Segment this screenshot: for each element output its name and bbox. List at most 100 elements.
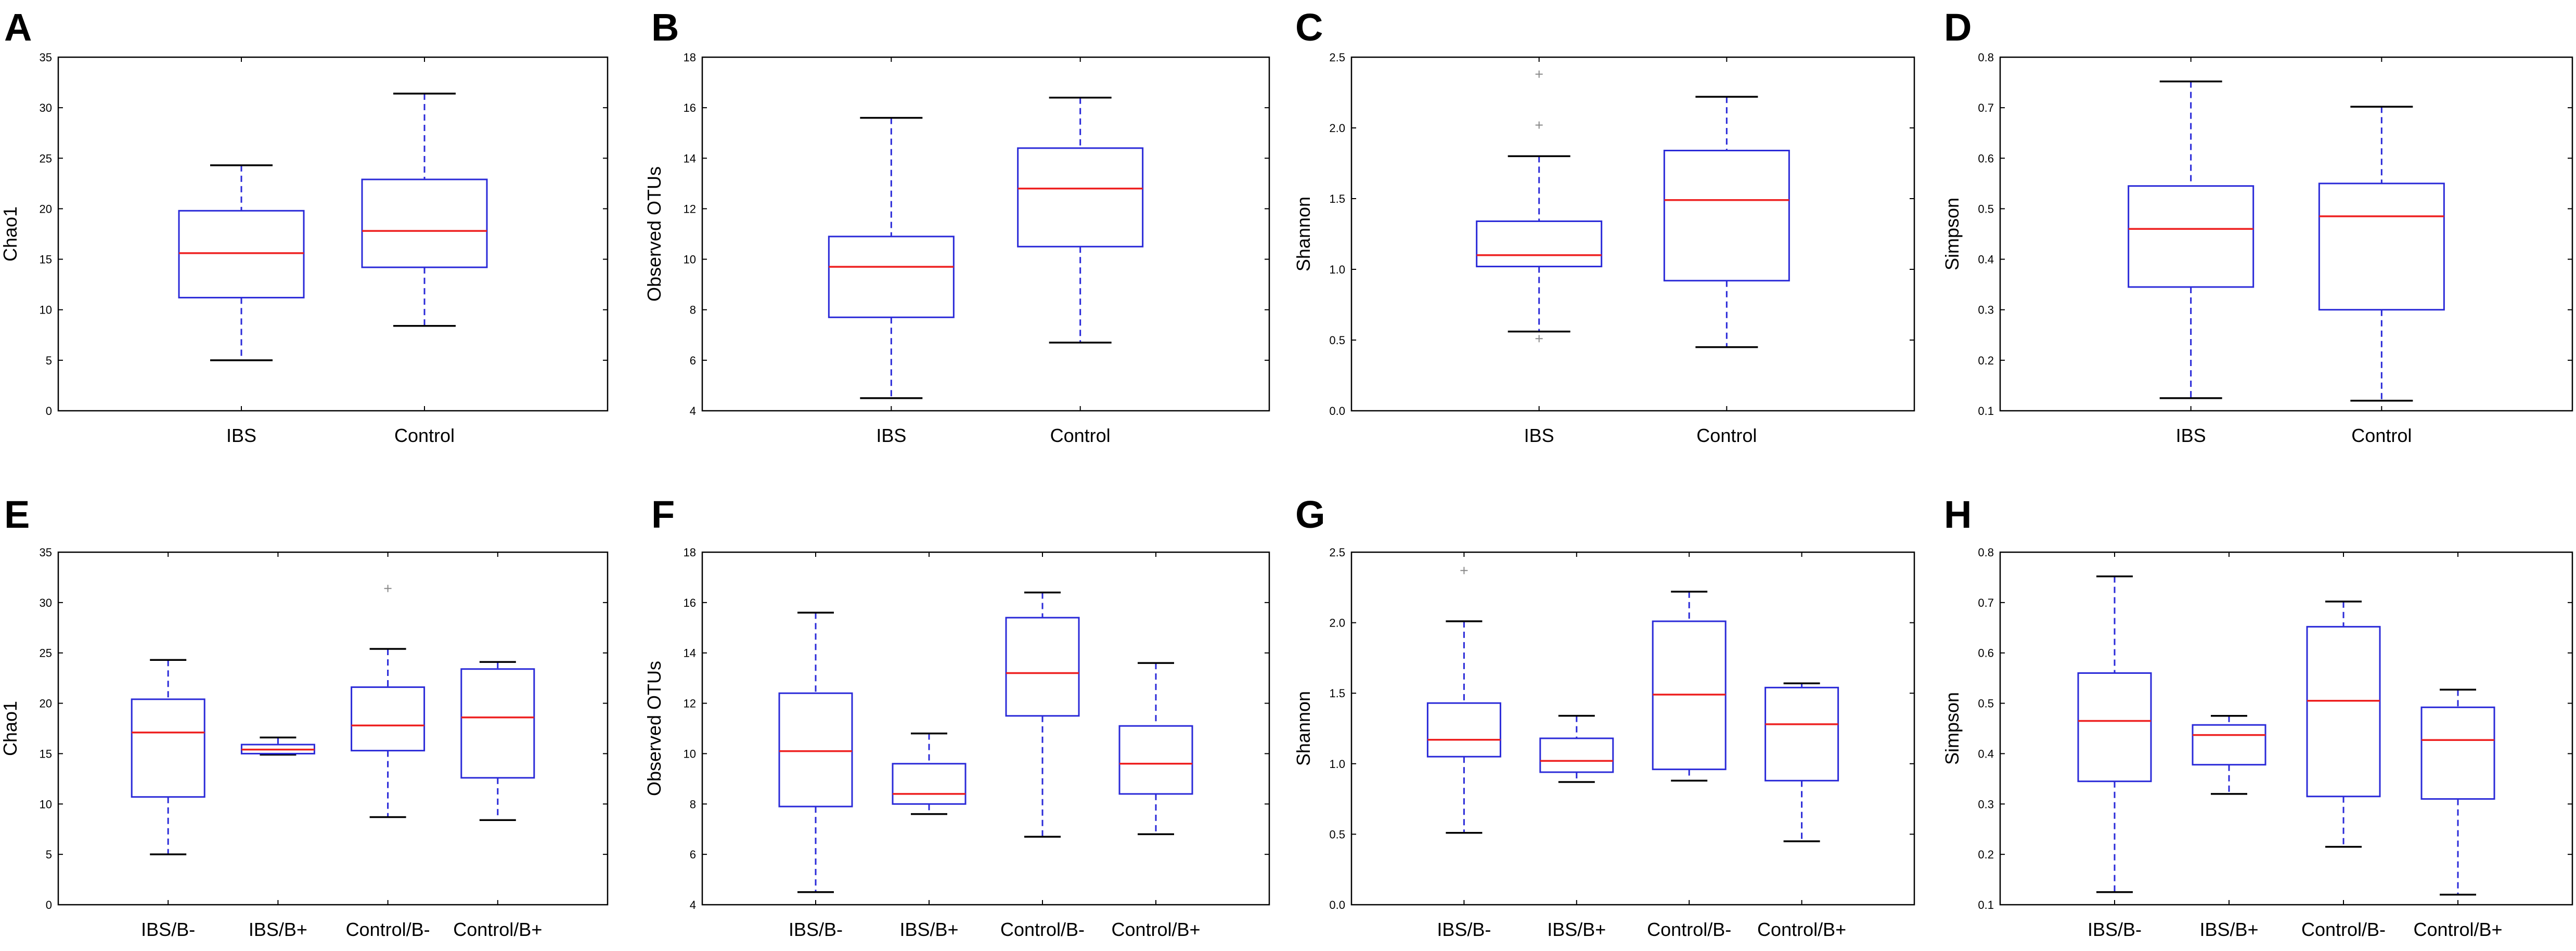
box-2: IBS/B+: [1539, 552, 1614, 940]
x-category-label: IBS: [1524, 425, 1554, 446]
box-2: IBS/B+: [2192, 552, 2266, 940]
box-3: Control/B-: [346, 552, 430, 940]
box-1: IBS: [178, 57, 305, 446]
y-axis-title: Shannon: [1293, 691, 1314, 766]
axes-frame: [1999, 56, 2573, 412]
axes-frame: [701, 56, 1270, 412]
iqr-box: [460, 668, 535, 779]
iqr-box: [131, 698, 205, 798]
panel-letter: E: [4, 493, 30, 536]
x-category-label: Control: [1050, 425, 1111, 446]
x-category-label: Control/B-: [2301, 919, 2386, 940]
outlier-point: [1535, 70, 1543, 78]
iqr-box: [1017, 147, 1144, 247]
outlier-point: [1535, 121, 1543, 129]
box-2: IBS/B+: [892, 552, 967, 940]
y-tick-label: 12: [684, 202, 696, 215]
box-1: IBS/B-: [778, 552, 853, 940]
x-category-label: IBS/B-: [141, 919, 195, 940]
y-tick-label: 16: [684, 596, 696, 609]
x-category-label: IBS/B+: [899, 919, 958, 940]
panel-letter: A: [4, 6, 32, 49]
iqr-box: [1426, 702, 1501, 758]
y-tick-label: 0: [46, 405, 52, 418]
box-1: IBS/B-: [1426, 552, 1501, 940]
iqr-box: [2420, 706, 2495, 800]
iqr-box: [361, 178, 488, 268]
x-category-label: Control/B-: [346, 919, 430, 940]
panel-e: E 0 5 10 15 20 25 30 35 Chao1 IBS/B- IBS/B+ Control/…: [0, 493, 609, 940]
axes-frame: [1999, 551, 2573, 906]
panel-letter: G: [1295, 493, 1325, 536]
y-tick-label: 18: [684, 51, 696, 64]
y-tick-label: 0.7: [1978, 101, 1994, 114]
y-axis-title: Observed OTUs: [643, 661, 665, 796]
x-category-label: IBS/B+: [2199, 919, 2258, 940]
y-tick-label: 14: [684, 647, 696, 660]
y-tick-label: 2.5: [1329, 546, 1345, 559]
y-tick-label: 1.0: [1329, 758, 1345, 771]
y-tick-label: 10: [40, 798, 52, 811]
box-1: IBS/B-: [131, 552, 205, 940]
y-axis-title: Shannon: [1293, 197, 1314, 271]
panel-g: G 0.0 0.5 1.0 1.5 2.0 2.5 Shannon IBS/B- IBS/B+ Co…: [1293, 493, 1915, 940]
iqr-box: [1663, 150, 1790, 282]
axes-frame: [1350, 56, 1915, 412]
box-1: IBS: [2128, 57, 2255, 446]
panel-c: C 0.0 0.5 1.0 1.5 2.0 2.5 Shannon IBS Control: [1293, 6, 1915, 446]
box-4: Control/B+: [2413, 552, 2503, 940]
y-axis-title: Observed OTUs: [643, 166, 665, 302]
y-tick-label: 4: [690, 898, 696, 911]
iqr-box: [2077, 672, 2152, 783]
y-tick-label: 0.7: [1978, 596, 1994, 609]
y-tick-label: 0.0: [1329, 898, 1345, 911]
box-4: Control/B+: [453, 552, 542, 940]
iqr-box: [2128, 185, 2255, 288]
y-tick-label: 12: [684, 697, 696, 710]
iqr-box: [351, 686, 426, 752]
iqr-box: [1118, 725, 1193, 795]
y-tick-label: 0.1: [1978, 898, 1994, 911]
x-category-label: Control/B+: [1757, 919, 1846, 940]
x-category-label: IBS: [226, 425, 256, 446]
y-tick-label: 0.4: [1978, 253, 1994, 266]
iqr-box: [2192, 724, 2266, 766]
y-tick-label: 0: [46, 898, 52, 911]
iqr-box: [828, 236, 955, 318]
y-tick-label: 0.5: [1978, 202, 1994, 215]
y-tick-label: 1.5: [1329, 687, 1345, 700]
y-tick-label: 14: [684, 152, 696, 165]
y-axis-title: Simpson: [1941, 198, 1963, 270]
x-category-label: IBS: [876, 425, 906, 446]
y-tick-label: 2.0: [1329, 617, 1345, 630]
y-tick-label: 0.5: [1329, 334, 1345, 347]
y-tick-label: 0.3: [1978, 304, 1994, 317]
y-tick-label: 25: [40, 647, 52, 660]
outlier-point: [1460, 567, 1468, 575]
x-category-label: IBS/B+: [249, 919, 307, 940]
y-tick-label: 30: [40, 101, 52, 114]
panel-letter: B: [651, 6, 679, 49]
iqr-box: [1539, 737, 1614, 773]
y-tick-label: 2.5: [1329, 51, 1345, 64]
y-tick-label: 0.8: [1978, 546, 1994, 559]
panel-letter: H: [1944, 493, 1972, 536]
box-2: Control: [361, 57, 488, 446]
x-category-label: Control/B-: [1647, 919, 1731, 940]
box-3: Control/B-: [2301, 552, 2386, 940]
y-axis-title: Simpson: [1941, 692, 1963, 765]
y-tick-label: 1.0: [1329, 263, 1345, 276]
panel-letter: D: [1944, 6, 1972, 49]
x-category-label: Control: [2351, 425, 2412, 446]
y-tick-label: 2.0: [1329, 122, 1345, 135]
outlier-point: [1535, 335, 1543, 343]
y-tick-label: 0.6: [1978, 152, 1994, 165]
y-tick-label: 4: [690, 405, 696, 418]
y-tick-label: 1.5: [1329, 192, 1345, 205]
x-category-label: Control/B-: [1000, 919, 1085, 940]
y-tick-label: 0.6: [1978, 647, 1994, 660]
y-tick-label: 8: [690, 798, 696, 811]
iqr-box: [1764, 686, 1839, 781]
axes-frame: [57, 56, 609, 412]
box-1: IBS: [828, 57, 955, 446]
